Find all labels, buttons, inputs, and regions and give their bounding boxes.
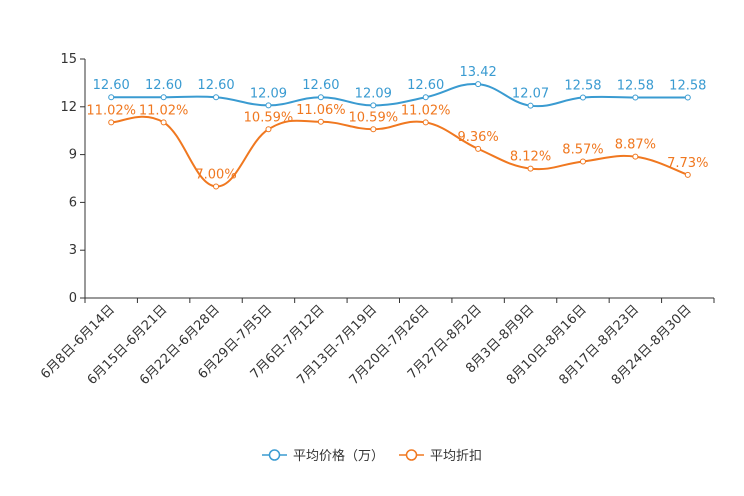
data-label: 12.58 xyxy=(564,79,601,94)
y-tick-label: 6 xyxy=(69,195,77,210)
data-point[interactable] xyxy=(108,119,115,126)
y-tick-label: 12 xyxy=(60,100,77,115)
axes: 036912156月8日-6月14日6月15日-6月21日6月22日-6月28日… xyxy=(38,52,715,388)
legend-label: 平均折扣 xyxy=(430,449,482,464)
data-point[interactable] xyxy=(317,118,324,125)
data-label: 12.60 xyxy=(145,78,182,93)
data-point[interactable] xyxy=(265,126,272,133)
data-label: 12.60 xyxy=(197,78,234,93)
data-point[interactable] xyxy=(475,81,482,88)
data-label: 12.09 xyxy=(250,86,287,101)
legend-marker-icon xyxy=(268,449,281,461)
data-label: 8.87% xyxy=(615,138,656,153)
legend-item-1[interactable]: 平均折扣 xyxy=(399,449,482,464)
data-labels: 12.60 12.60 12.60 12.09 12.60 12.09 12.60 13.42… xyxy=(86,65,708,182)
data-label: 11.02% xyxy=(139,103,189,118)
data-label: 8.12% xyxy=(510,150,551,165)
data-point[interactable] xyxy=(527,102,534,109)
data-label: 12.07 xyxy=(512,87,549,102)
data-point[interactable] xyxy=(108,94,115,101)
y-tick-label: 15 xyxy=(60,52,77,67)
data-point[interactable] xyxy=(370,126,377,133)
data-label: 12.60 xyxy=(407,78,444,93)
y-tick-label: 0 xyxy=(69,291,77,306)
legend-label: 平均价格（万） xyxy=(293,448,384,464)
data-label: 10.59% xyxy=(244,110,294,125)
y-tick-label: 3 xyxy=(69,243,77,258)
data-point[interactable] xyxy=(475,145,482,152)
data-point[interactable] xyxy=(527,165,534,172)
data-label: 11.06% xyxy=(296,103,346,118)
series-line-0 xyxy=(111,83,688,108)
data-label: 7.00% xyxy=(195,167,236,182)
data-point[interactable] xyxy=(265,102,272,109)
data-label: 11.02% xyxy=(86,103,136,118)
series-layer xyxy=(108,81,691,190)
data-point[interactable] xyxy=(317,94,324,101)
data-point[interactable] xyxy=(579,94,586,101)
data-point[interactable] xyxy=(684,171,691,178)
y-tick-label: 9 xyxy=(69,148,77,163)
data-label: 12.60 xyxy=(93,78,130,93)
data-point[interactable] xyxy=(684,94,691,101)
data-label: 12.09 xyxy=(355,86,392,101)
data-point[interactable] xyxy=(370,102,377,109)
data-label: 13.42 xyxy=(460,65,497,80)
data-label: 9.36% xyxy=(457,130,498,145)
legend-item-0[interactable]: 平均价格（万） xyxy=(262,448,384,464)
data-label: 7.73% xyxy=(667,156,708,171)
data-label: 12.60 xyxy=(302,78,339,93)
data-point[interactable] xyxy=(632,153,639,160)
data-point[interactable] xyxy=(213,94,220,101)
data-point[interactable] xyxy=(422,119,429,126)
data-point[interactable] xyxy=(422,94,429,101)
data-point[interactable] xyxy=(160,119,167,126)
data-label: 12.58 xyxy=(617,79,654,94)
data-point[interactable] xyxy=(160,94,167,101)
data-label: 11.02% xyxy=(401,103,451,118)
data-label: 10.59% xyxy=(349,110,399,125)
data-point[interactable] xyxy=(579,158,586,165)
data-label: 12.58 xyxy=(669,79,706,94)
legend[interactable]: 平均价格（万） 平均折扣 xyxy=(262,448,482,464)
legend-marker-icon xyxy=(405,449,418,461)
data-point[interactable] xyxy=(213,183,220,190)
data-label: 8.57% xyxy=(562,142,603,157)
data-point[interactable] xyxy=(632,94,639,101)
